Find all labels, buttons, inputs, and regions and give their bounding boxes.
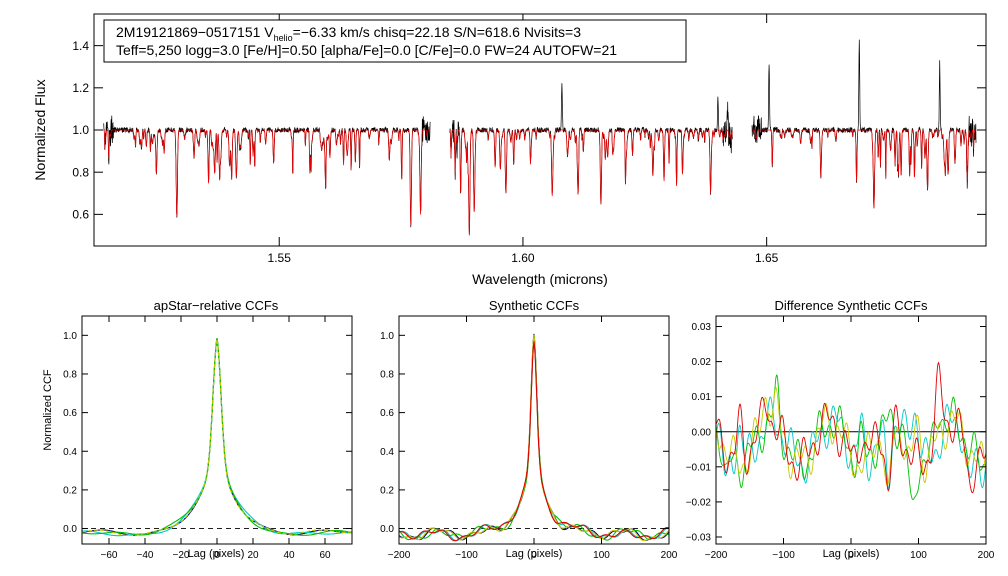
synthetic-ccf-ticks: −200 −100 0 100 200 0.0 0.2 0.4 0.6 0.8 1.0 bbox=[380, 316, 678, 561]
info-line-2: Teff=5,250 logg=3.0 [Fe/H]=0.50 [alpha/F… bbox=[116, 42, 617, 58]
apstar-ccf-y-axis-label: Normalized CCF bbox=[42, 369, 54, 451]
difference-ccf-panel: Difference Synthetic CCFs −200 −100 0 100 20… bbox=[686, 298, 995, 561]
spectrum-panel: 1.55 1.60 1.65 0.6 0.8 1.0 1.2 1.4 2M19121869−0… bbox=[32, 13, 987, 287]
synthetic-ccf-title: Synthetic CCFs bbox=[489, 298, 580, 313]
difference-ccf-ticks: −200 −100 0 100 200 −0.03 −0.02 −0.01 0.00 0.01 0.… bbox=[686, 316, 995, 561]
synthetic-ccf-xtick-label: −200 bbox=[388, 550, 411, 561]
apstar-ccf-x-axis-label: Lag (pixels) bbox=[188, 548, 245, 560]
spectrum-xtick-label: 1.55 bbox=[268, 251, 292, 265]
spectrum-ytick-label: 1.0 bbox=[72, 123, 89, 137]
apstar-ccf-ytick-label: 0.8 bbox=[63, 369, 77, 380]
synthetic-ccf-data bbox=[398, 333, 670, 542]
difference-ccf-series-line bbox=[715, 386, 987, 487]
synthetic-ccf-ytick-label: 0.2 bbox=[380, 485, 394, 496]
synthetic-ccf-ytick-label: 1.0 bbox=[380, 331, 394, 342]
synthetic-ccf-xtick-label: 0 bbox=[531, 550, 537, 561]
synthetic-ccf-ytick-label: 0.4 bbox=[380, 447, 394, 458]
spectrum-data bbox=[103, 39, 977, 236]
synthetic-ccf-frame bbox=[398, 315, 670, 545]
apstar-ccf-frame bbox=[81, 315, 353, 545]
spectrum-ticks: 1.55 1.60 1.65 0.6 0.8 1.0 1.2 1.4 bbox=[72, 14, 986, 265]
model-spectrum-line bbox=[103, 129, 431, 225]
apstar-ccf-data bbox=[81, 338, 353, 537]
apstar-ccf-ytick-label: 0.6 bbox=[63, 408, 77, 419]
difference-ccf-ytick-label: 0.03 bbox=[692, 322, 712, 333]
apstar-ccf-panel: apStar−relative CCFs −60 −40 −20 0 20 40 60 0.0… bbox=[42, 298, 353, 561]
synthetic-ccf-series-line bbox=[398, 334, 670, 542]
synthetic-ccf-series-line bbox=[398, 336, 669, 541]
synthetic-ccf-panel: Synthetic CCFs −200 −100 0 100 200 0.0 0.2 0.4 0… bbox=[380, 298, 678, 561]
difference-ccf-ytick-label: 0.01 bbox=[692, 392, 712, 403]
info-box: 2M19121869−0517151 Vhelio=−6.33 km/s chi… bbox=[103, 19, 687, 63]
difference-ccf-ytick-label: 0.00 bbox=[692, 427, 712, 438]
difference-ccf-title: Difference Synthetic CCFs bbox=[775, 298, 928, 313]
apstar-ccf-series-line bbox=[81, 338, 353, 536]
difference-ccf-xtick-label: 200 bbox=[978, 550, 995, 561]
apstar-ccf-ticks: −60 −40 −20 0 20 40 60 0.0 0.2 0.4 0.6 0.8 1.0 bbox=[63, 316, 352, 561]
apstar-ccf-ytick-label: 0.0 bbox=[63, 524, 77, 535]
apstar-ccf-xtick-label: 60 bbox=[319, 550, 331, 561]
apstar-ccf-xtick-label: 0 bbox=[214, 550, 220, 561]
synthetic-ccf-series-line bbox=[398, 333, 670, 541]
difference-ccf-x-axis-label: Lag (pixels) bbox=[823, 548, 880, 560]
apstar-ccf-series-line bbox=[81, 338, 353, 537]
apstar-ccf-title: apStar−relative CCFs bbox=[154, 298, 279, 313]
apstar-ccf-xtick-label: 40 bbox=[283, 550, 295, 561]
apstar-ccf-series-line bbox=[82, 338, 352, 536]
model-spectrum-line bbox=[752, 129, 976, 208]
difference-ccf-series-line bbox=[715, 361, 987, 494]
spectrum-ytick-label: 0.8 bbox=[72, 165, 89, 179]
difference-ccf-ytick-label: −0.03 bbox=[686, 532, 712, 543]
spectrum-ytick-label: 0.6 bbox=[72, 208, 89, 222]
synthetic-ccf-ytick-label: 0.8 bbox=[380, 369, 394, 380]
spectrum-y-axis-label: Normalized Flux bbox=[32, 79, 48, 180]
difference-ccf-series-line bbox=[715, 396, 987, 491]
spectrum-xtick-label: 1.65 bbox=[755, 251, 779, 265]
apstar-ccf-xtick-label: −40 bbox=[137, 550, 154, 561]
synthetic-ccf-x-axis-label: Lag (pixels) bbox=[506, 548, 563, 560]
difference-ccf-ytick-label: −0.02 bbox=[686, 497, 712, 508]
spectrum-x-axis-label: Wavelength (microns) bbox=[472, 271, 608, 287]
observed-spectrum-line bbox=[751, 39, 977, 209]
spectrum-ytick-label: 1.4 bbox=[72, 39, 89, 53]
apstar-ccf-xtick-label: 20 bbox=[247, 550, 259, 561]
model-spectrum-line bbox=[449, 129, 733, 236]
difference-ccf-frame bbox=[715, 315, 987, 545]
difference-ccf-xtick-label: −100 bbox=[772, 550, 795, 561]
spectrum-xtick-label: 1.60 bbox=[511, 251, 535, 265]
spectrum-ytick-label: 1.2 bbox=[72, 81, 89, 95]
info-line-1: 2M19121869−0517151 Vhelio=−6.33 km/s chi… bbox=[116, 24, 581, 43]
synthetic-ccf-series-line bbox=[398, 340, 669, 542]
apstar-ccf-ytick-label: 1.0 bbox=[63, 331, 77, 342]
apstar-ccf-ytick-label: 0.2 bbox=[63, 485, 77, 496]
difference-ccf-ytick-label: −0.01 bbox=[686, 462, 712, 473]
synthetic-ccf-ytick-label: 0.0 bbox=[380, 524, 394, 535]
synthetic-ccf-ytick-label: 0.6 bbox=[380, 408, 394, 419]
apstar-ccf-xtick-label: −20 bbox=[173, 550, 190, 561]
difference-ccf-data bbox=[715, 361, 987, 500]
difference-ccf-xtick-label: 100 bbox=[910, 550, 927, 561]
difference-ccf-xtick-label: 0 bbox=[848, 550, 854, 561]
apstar-ccf-ytick-label: 0.4 bbox=[63, 447, 77, 458]
synthetic-ccf-xtick-label: 200 bbox=[661, 550, 678, 561]
synthetic-ccf-xtick-label: −100 bbox=[455, 550, 478, 561]
apstar-ccf-xtick-label: −60 bbox=[101, 550, 118, 561]
apstar-ccf-series-line bbox=[81, 339, 352, 537]
synthetic-ccf-xtick-label: 100 bbox=[593, 550, 610, 561]
observed-spectrum-line bbox=[449, 83, 733, 235]
difference-ccf-xtick-label: −200 bbox=[705, 550, 728, 561]
synthetic-ccf-series-line bbox=[398, 341, 670, 542]
difference-ccf-ytick-label: 0.02 bbox=[692, 357, 712, 368]
